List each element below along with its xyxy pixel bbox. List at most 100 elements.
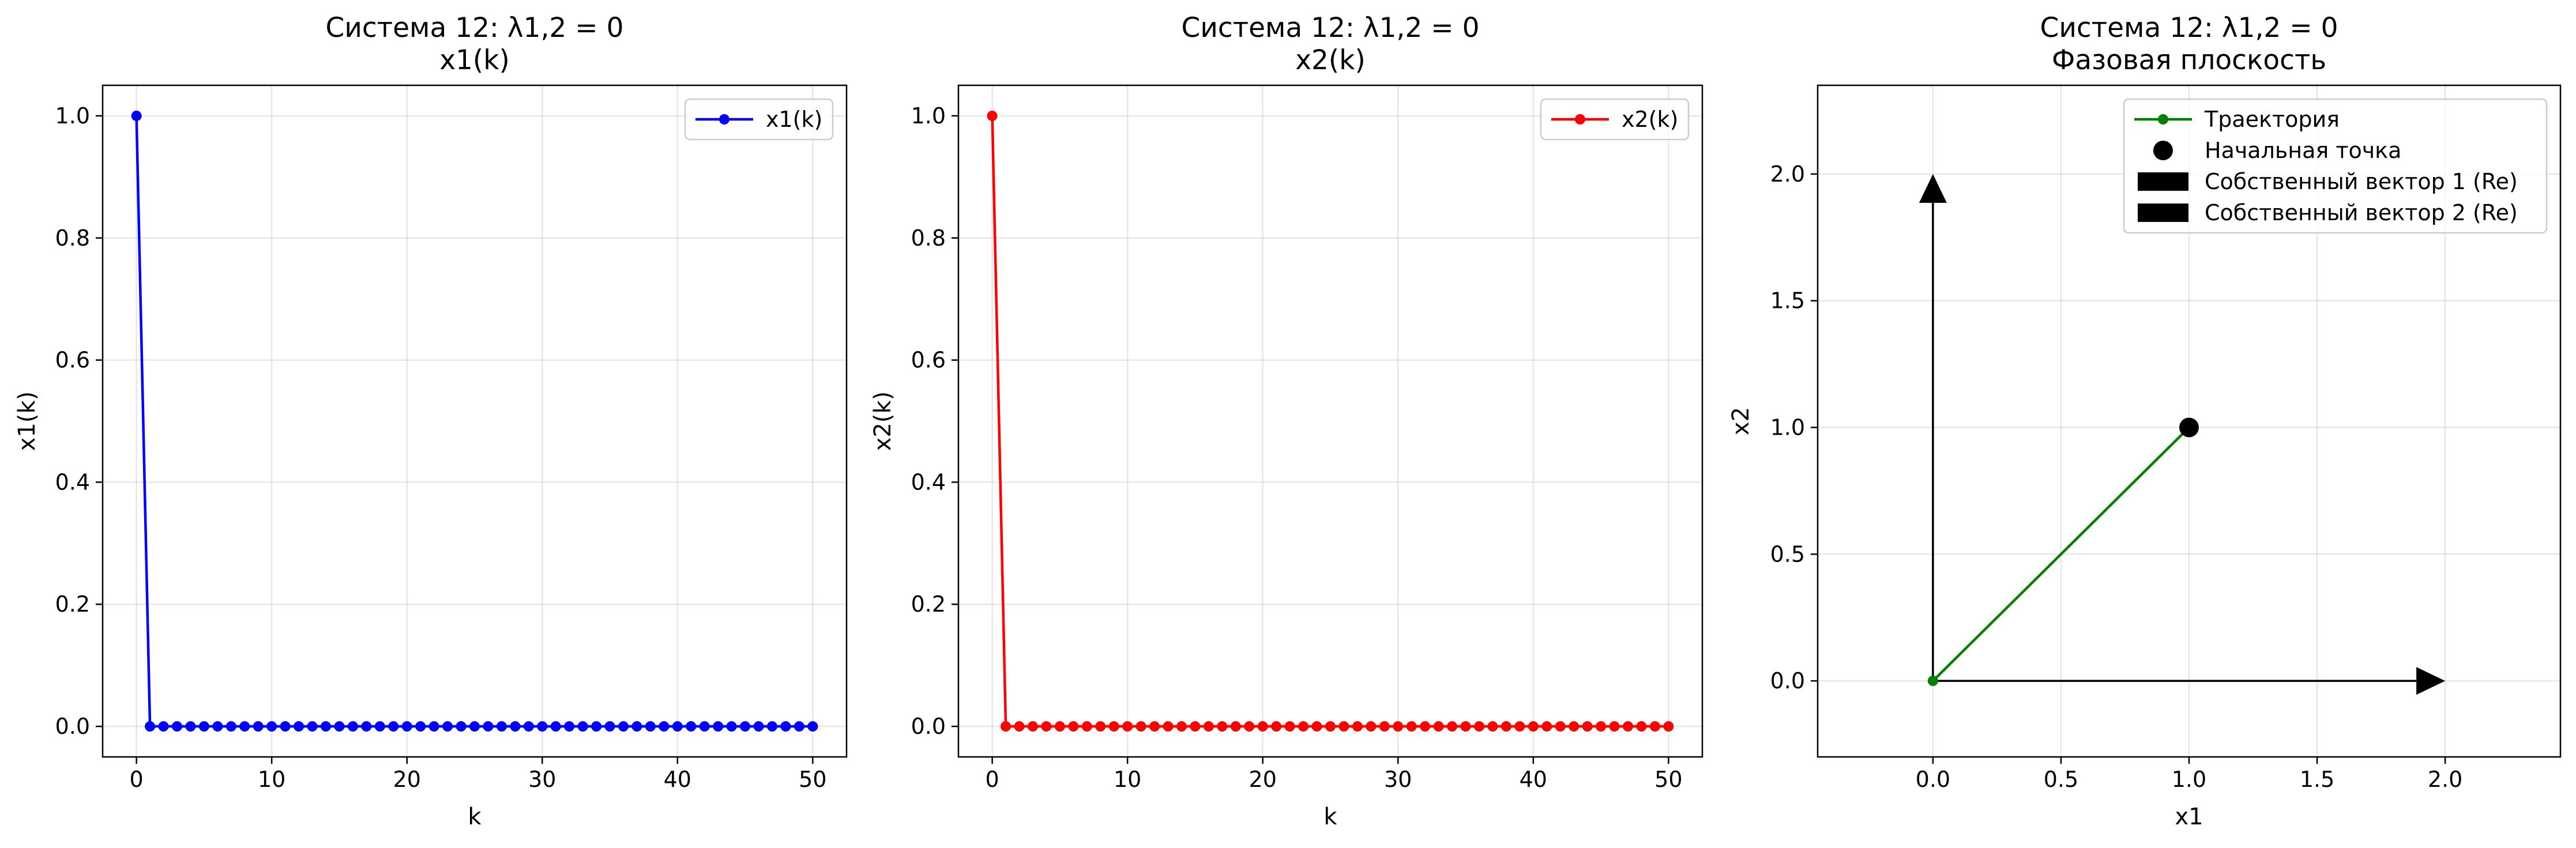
data-point — [294, 721, 304, 732]
data-point — [510, 721, 521, 732]
legend-label: Собственный вектор 1 (Re) — [2205, 169, 2518, 194]
data-point — [1217, 721, 1228, 732]
chart-2: Система 12: λ1,2 = 0x2(k)0 10 20 30 40 500.00… — [870, 12, 1703, 830]
data-point — [1433, 721, 1444, 732]
data-point — [321, 721, 331, 732]
data-point — [307, 721, 318, 732]
x-tick-label: 20 — [1249, 767, 1277, 792]
y-tick-label: 0.0 — [1770, 668, 1805, 694]
data-point — [1028, 721, 1038, 732]
axes-frame — [101, 84, 848, 758]
y-tick-label: 1.0 — [1770, 414, 1805, 440]
data-point — [1555, 721, 1566, 732]
data-point — [1244, 721, 1255, 732]
chart-title: Система 12: λ1,2 = 0 — [1182, 12, 1480, 44]
y-tick-label: 0.0 — [55, 714, 90, 739]
data-point — [1474, 721, 1484, 732]
data-point — [1569, 721, 1580, 732]
legend: x1(k) — [684, 98, 834, 141]
data-point — [1352, 721, 1363, 732]
data-point — [740, 721, 751, 732]
data-point — [1163, 721, 1174, 732]
y-tick-label: 0.2 — [55, 591, 90, 617]
y-tick-label: 0.8 — [911, 225, 946, 251]
x-tick-label: 50 — [1654, 767, 1682, 792]
x-axis-label: k — [1323, 804, 1337, 830]
data-point — [225, 721, 236, 732]
x-tick-label: 0 — [130, 767, 144, 792]
axes-frame — [957, 84, 1703, 758]
data-point — [564, 721, 575, 732]
data-point — [145, 721, 156, 732]
data-point — [469, 721, 480, 732]
data-point — [239, 721, 250, 732]
data-point — [1311, 721, 1322, 732]
data-point — [131, 110, 142, 121]
data-point — [753, 721, 764, 732]
y-tick-label: 0.5 — [1770, 541, 1805, 567]
x-tick-label: 30 — [1384, 767, 1412, 792]
data-point — [1406, 721, 1417, 732]
y-tick-label: 2.0 — [1770, 161, 1805, 187]
data-point — [374, 721, 385, 732]
data-point — [645, 721, 656, 732]
data-point — [1054, 721, 1065, 732]
chart-subtitle: x1(k) — [439, 44, 510, 76]
data-point — [158, 721, 169, 732]
y-tick-label: 0.0 — [911, 714, 946, 739]
series-line — [135, 115, 813, 728]
x-tick-label: 10 — [258, 767, 285, 792]
axes-frame — [1817, 84, 2562, 758]
data-point — [253, 721, 264, 732]
data-point — [496, 721, 507, 732]
data-point — [1541, 721, 1552, 732]
data-point — [347, 721, 358, 732]
data-point — [1528, 721, 1539, 732]
y-tick-label: 0.6 — [55, 348, 90, 373]
data-point — [212, 721, 223, 732]
eigenvector-head — [1919, 174, 1947, 203]
data-point — [987, 110, 998, 121]
data-point — [1014, 721, 1025, 732]
legend-label: Начальная точка — [2205, 138, 2401, 163]
data-point — [456, 721, 467, 732]
data-point — [1149, 721, 1160, 732]
legend: x2(k) — [1540, 98, 1690, 141]
data-point — [1095, 721, 1106, 732]
data-point — [1596, 721, 1607, 732]
data-point — [604, 721, 615, 732]
eigenvector-1-arrow — [1932, 667, 2446, 695]
data-point — [1501, 721, 1511, 732]
x-tick-label: 1.0 — [2172, 767, 2206, 792]
data-point — [361, 721, 372, 732]
x-tick-label: 10 — [1114, 767, 1141, 792]
series-line — [1932, 426, 2190, 682]
data-point — [1582, 721, 1593, 732]
data-point — [591, 721, 602, 732]
data-point — [1257, 721, 1268, 732]
data-point — [672, 721, 683, 732]
legend-box — [684, 98, 834, 141]
legend-rect-swatch — [2138, 172, 2188, 191]
data-point — [1609, 721, 1620, 732]
legend-box — [2123, 98, 2548, 234]
chart-subtitle: Фазовая плоскость — [2052, 44, 2326, 76]
x-tick-label: 0.0 — [1916, 767, 1950, 792]
data-point — [767, 721, 777, 732]
data-point — [1379, 721, 1390, 732]
data-point — [401, 721, 412, 732]
data-point — [1514, 721, 1525, 732]
y-tick-label: 0.4 — [911, 469, 946, 495]
data-point — [334, 721, 345, 732]
x-tick-label: 40 — [1520, 767, 1547, 792]
legend: Траектория Начальная точка Собственный век… — [2123, 98, 2548, 234]
data-point — [388, 721, 399, 732]
chart-1: Система 12: λ1,2 = 0x1(k)0 10 20 30 40 500.00… — [14, 12, 848, 830]
data-point — [631, 721, 642, 732]
gridlines — [958, 85, 1702, 757]
legend-label: Собственный вектор 2 (Re) — [2205, 200, 2518, 225]
data-point — [699, 721, 710, 732]
data-point — [550, 721, 561, 732]
data-point — [686, 721, 697, 732]
